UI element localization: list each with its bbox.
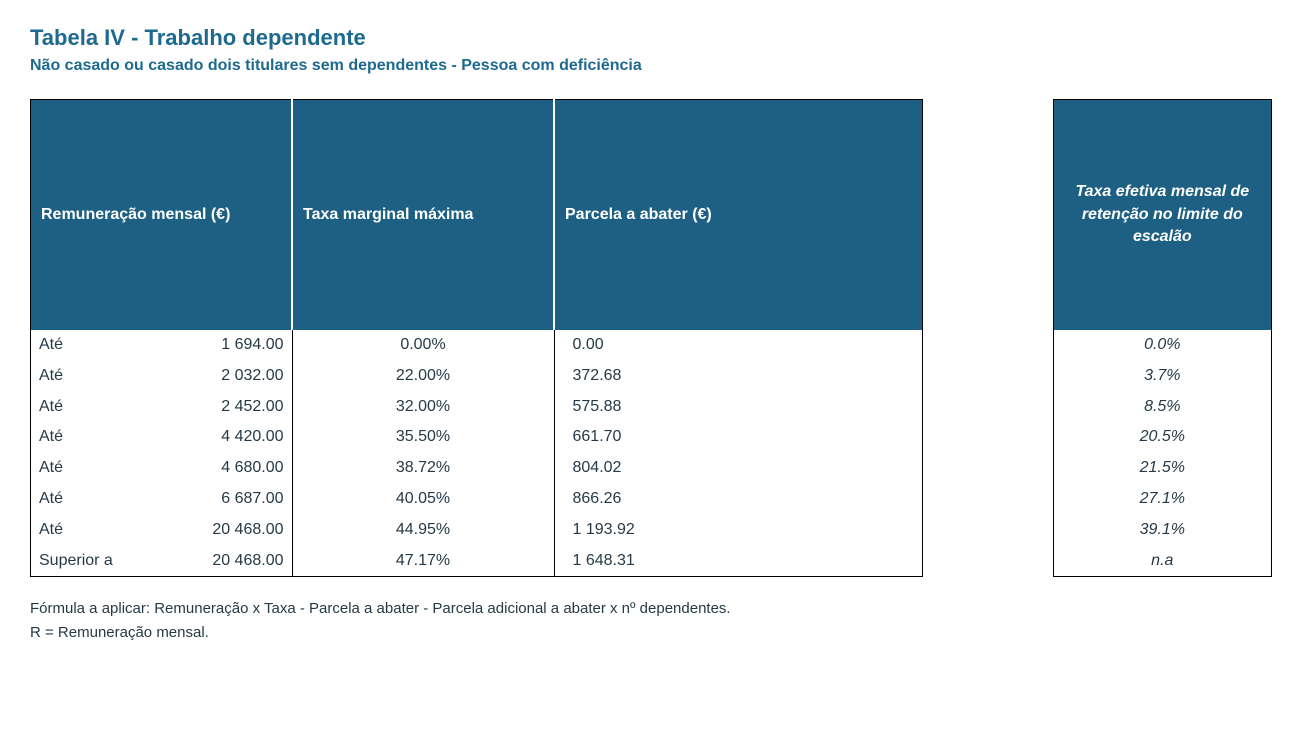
table-row: 8.5%	[1053, 392, 1271, 423]
effective-rate: 3.7%	[1053, 361, 1271, 392]
bracket-rate: 40.05%	[292, 484, 554, 515]
bracket-amount: 6 687.00	[221, 487, 283, 512]
footnote-formula: Fórmula a aplicar: Remuneração x Taxa - …	[30, 597, 1272, 621]
bracket-rate: 44.95%	[292, 515, 554, 546]
table-row: Até 6 687.00 40.05% 866.26	[31, 484, 923, 515]
main-table: Remuneração mensal (€) Taxa marginal máx…	[30, 99, 923, 577]
bracket-amount: 2 032.00	[221, 364, 283, 389]
bracket-rate: 35.50%	[292, 422, 554, 453]
effective-rate: 27.1%	[1053, 484, 1271, 515]
footnotes: Fórmula a aplicar: Remuneração x Taxa - …	[30, 597, 1272, 645]
bracket-amount: 4 680.00	[221, 456, 283, 481]
bracket-prefix: Até	[39, 518, 63, 543]
effective-rate: 20.5%	[1053, 422, 1271, 453]
table-row: 3.7%	[1053, 361, 1271, 392]
bracket-amount: 20 468.00	[212, 518, 283, 543]
side-table-header: Taxa efetiva mensal de retenção no limit…	[1053, 100, 1271, 331]
bracket-deduction: 0.00	[554, 330, 922, 361]
bracket-amount: 1 694.00	[221, 333, 283, 358]
bracket-prefix: Até	[39, 425, 63, 450]
effective-rate: 8.5%	[1053, 392, 1271, 423]
effective-rate: 39.1%	[1053, 515, 1271, 546]
table-row: n.a	[1053, 546, 1271, 577]
table-row: Superior a 20 468.00 47.17% 1 648.31	[31, 546, 923, 577]
table-row: Até 2 032.00 22.00% 372.68	[31, 361, 923, 392]
side-table-body: 0.0% 3.7% 8.5% 20.5% 21.5% 27.1% 39.1% n…	[1053, 330, 1271, 577]
bracket-rate: 32.00%	[292, 392, 554, 423]
bracket-rate: 47.17%	[292, 546, 554, 577]
effective-rate: 0.0%	[1053, 330, 1271, 361]
main-table-header-deduction: Parcela a abater (€)	[554, 100, 922, 331]
bracket-rate: 22.00%	[292, 361, 554, 392]
effective-rate: 21.5%	[1053, 453, 1271, 484]
page-title: Tabela IV - Trabalho dependente	[30, 25, 1272, 51]
bracket-prefix: Até	[39, 456, 63, 481]
main-table-header-rate: Taxa marginal máxima	[292, 100, 554, 331]
table-row: Até 4 680.00 38.72% 804.02	[31, 453, 923, 484]
bracket-prefix: Até	[39, 395, 63, 420]
bracket-deduction: 575.88	[554, 392, 922, 423]
side-table: Taxa efetiva mensal de retenção no limit…	[1053, 99, 1272, 577]
bracket-rate: 38.72%	[292, 453, 554, 484]
table-row: Até 2 452.00 32.00% 575.88	[31, 392, 923, 423]
bracket-deduction: 1 648.31	[554, 546, 922, 577]
footnote-r-definition: R = Remuneração mensal.	[30, 621, 1272, 645]
bracket-amount: 20 468.00	[212, 549, 283, 574]
main-table-body: Até 1 694.00 0.00% 0.00 Até 2 032.00 22.…	[31, 330, 923, 577]
bracket-prefix: Até	[39, 364, 63, 389]
effective-rate: n.a	[1053, 546, 1271, 577]
bracket-prefix: Até	[39, 487, 63, 512]
bracket-amount: 2 452.00	[221, 395, 283, 420]
bracket-deduction: 372.68	[554, 361, 922, 392]
table-row: Até 20 468.00 44.95% 1 193.92	[31, 515, 923, 546]
bracket-deduction: 804.02	[554, 453, 922, 484]
table-row: Até 1 694.00 0.00% 0.00	[31, 330, 923, 361]
main-table-header-remuneration: Remuneração mensal (€)	[31, 100, 293, 331]
table-row: 39.1%	[1053, 515, 1271, 546]
table-row: 27.1%	[1053, 484, 1271, 515]
bracket-deduction: 1 193.92	[554, 515, 922, 546]
tables-row: Remuneração mensal (€) Taxa marginal máx…	[30, 99, 1272, 577]
bracket-prefix: Superior a	[39, 549, 113, 574]
page-subtitle: Não casado ou casado dois titulares sem …	[30, 57, 1272, 75]
table-row: 0.0%	[1053, 330, 1271, 361]
side-table-header-row: Taxa efetiva mensal de retenção no limit…	[1053, 100, 1271, 331]
bracket-amount: 4 420.00	[221, 425, 283, 450]
bracket-rate: 0.00%	[292, 330, 554, 361]
table-row: 20.5%	[1053, 422, 1271, 453]
bracket-deduction: 866.26	[554, 484, 922, 515]
main-table-header-row: Remuneração mensal (€) Taxa marginal máx…	[31, 100, 923, 331]
table-row: Até 4 420.00 35.50% 661.70	[31, 422, 923, 453]
bracket-deduction: 661.70	[554, 422, 922, 453]
table-row: 21.5%	[1053, 453, 1271, 484]
bracket-prefix: Até	[39, 333, 63, 358]
